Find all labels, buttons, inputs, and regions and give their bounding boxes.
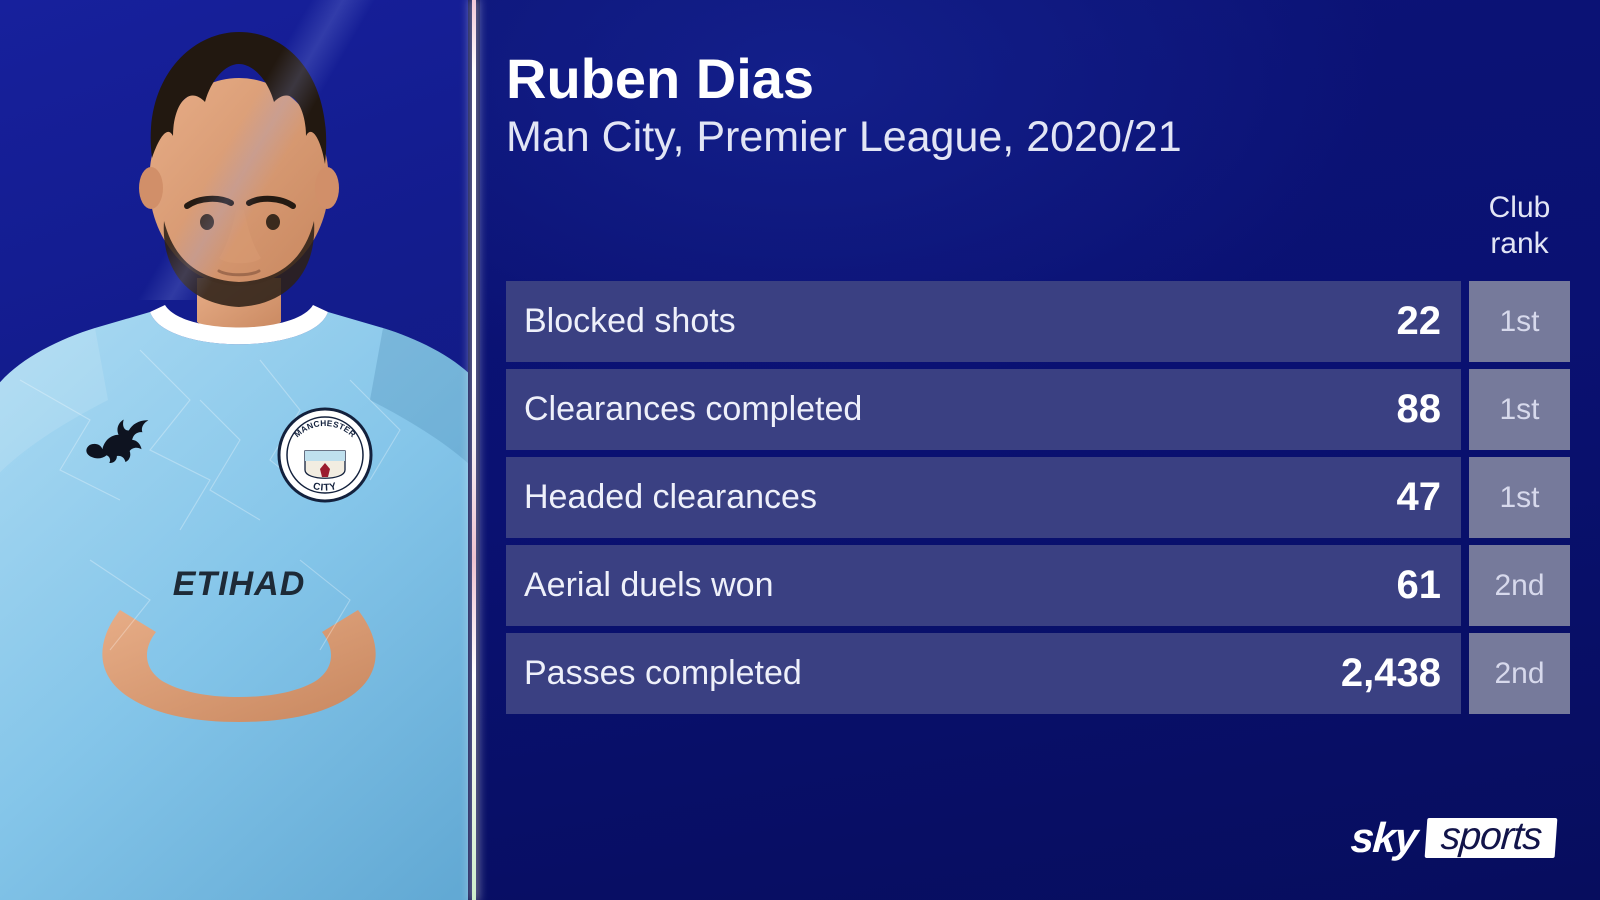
svg-text:CITY: CITY: [312, 481, 338, 494]
svg-text:ETIHAD: ETIHAD: [173, 565, 306, 603]
